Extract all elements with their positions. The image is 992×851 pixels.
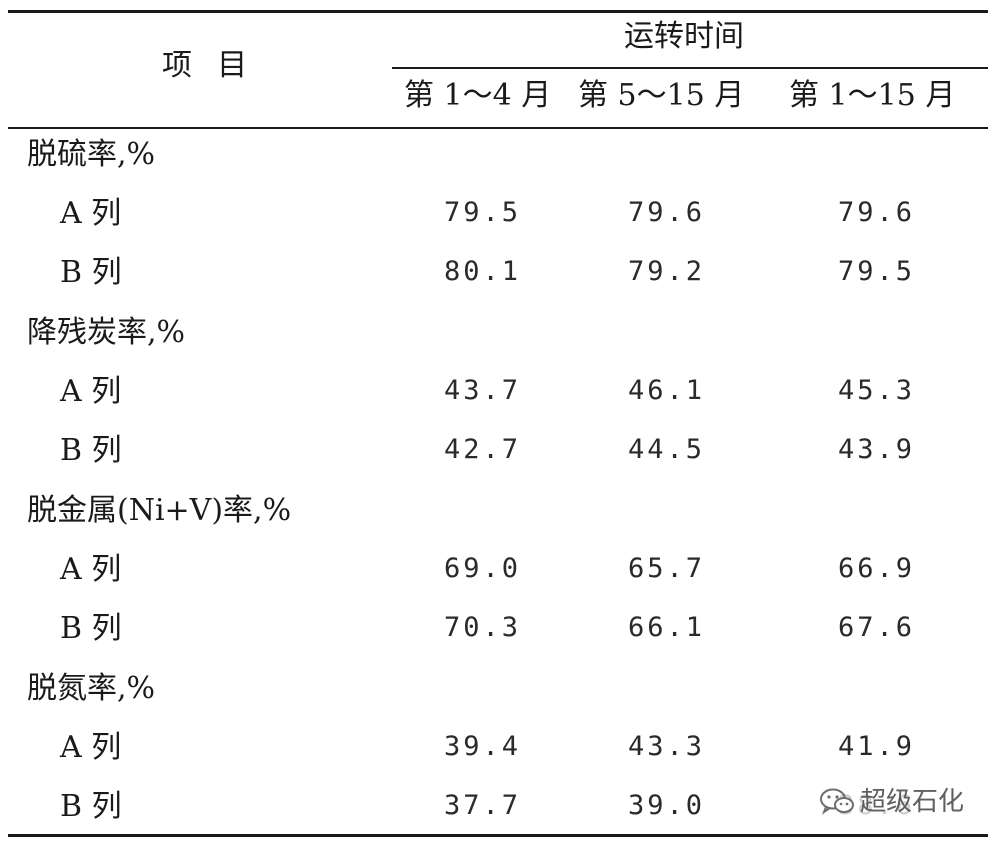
table-row: A 列 39.4 43.3 41.9 <box>0 733 992 792</box>
table-row: B 列 42.7 44.5 43.9 <box>0 436 992 495</box>
row-label: A 列 <box>60 730 122 765</box>
table-row: A 列 79.5 79.6 79.6 <box>0 199 992 258</box>
table-row: A 列 69.0 65.7 66.9 <box>0 555 992 614</box>
table-header-rule <box>8 127 988 129</box>
cell-value: 39.0 <box>628 790 706 821</box>
cell-value: 69.0 <box>444 553 522 584</box>
watermark: 超级石化 <box>820 788 964 816</box>
watermark-text: 超级石化 <box>860 787 965 817</box>
table-row: B 列 70.3 66.1 67.6 <box>0 614 992 673</box>
header-group-label: 运转时间 <box>624 19 744 54</box>
cell-value: 45.3 <box>838 375 916 406</box>
row-label: A 列 <box>60 552 122 587</box>
row-label: A 列 <box>60 196 122 231</box>
row-label: B 列 <box>60 255 122 290</box>
cell-value: 46.1 <box>628 375 706 406</box>
cell-value: 79.5 <box>838 256 916 287</box>
cell-value: 67.6 <box>838 612 916 643</box>
column-header-3: 第 1～15 月 <box>789 78 956 113</box>
row-label: B 列 <box>60 611 122 646</box>
row-label: B 列 <box>60 789 122 824</box>
table-row: A 列 43.7 46.1 45.3 <box>0 377 992 436</box>
cell-value: 66.1 <box>628 612 706 643</box>
cell-value: 44.5 <box>628 434 706 465</box>
cell-value: 43.3 <box>628 731 706 762</box>
section-label: 脱氮率,% <box>27 671 156 706</box>
cell-value: 70.3 <box>444 612 522 643</box>
section-label: 脱金属(Ni+V)率,% <box>27 493 292 528</box>
cell-value: 79.2 <box>628 256 706 287</box>
column-group-rule <box>392 67 988 69</box>
section-row: 脱金属(Ni+V)率,% <box>0 496 992 555</box>
cell-value: 80.1 <box>444 256 522 287</box>
column-header-2: 第 5～15 月 <box>578 78 745 113</box>
section-row: 降残炭率,% <box>0 318 992 377</box>
section-row: 脱氮率,% <box>0 674 992 733</box>
cell-value: 39.4 <box>444 731 522 762</box>
cell-value: 42.7 <box>444 434 522 465</box>
cell-value: 66.9 <box>838 553 916 584</box>
column-header-1: 第 1～4 月 <box>404 78 552 113</box>
cell-value: 41.9 <box>838 731 916 762</box>
cell-value: 43.9 <box>838 434 916 465</box>
cell-value: 79.6 <box>628 197 706 228</box>
section-label: 降残炭率,% <box>27 315 186 350</box>
wechat-icon <box>820 788 854 816</box>
cell-value: 79.6 <box>838 197 916 228</box>
cell-value: 37.7 <box>444 790 522 821</box>
table-row: B 列 80.1 79.2 79.5 <box>0 258 992 317</box>
row-label: A 列 <box>60 374 122 409</box>
table-top-rule <box>8 10 988 13</box>
cell-value: 65.7 <box>628 553 706 584</box>
cell-value: 43.7 <box>444 375 522 406</box>
table-bottom-rule <box>8 834 988 837</box>
cell-value: 79.5 <box>444 197 522 228</box>
header-item-label: 项 目 <box>162 48 250 83</box>
section-label: 脱硫率,% <box>27 137 156 172</box>
section-row: 脱硫率,% <box>0 140 992 199</box>
row-label: B 列 <box>60 433 122 468</box>
